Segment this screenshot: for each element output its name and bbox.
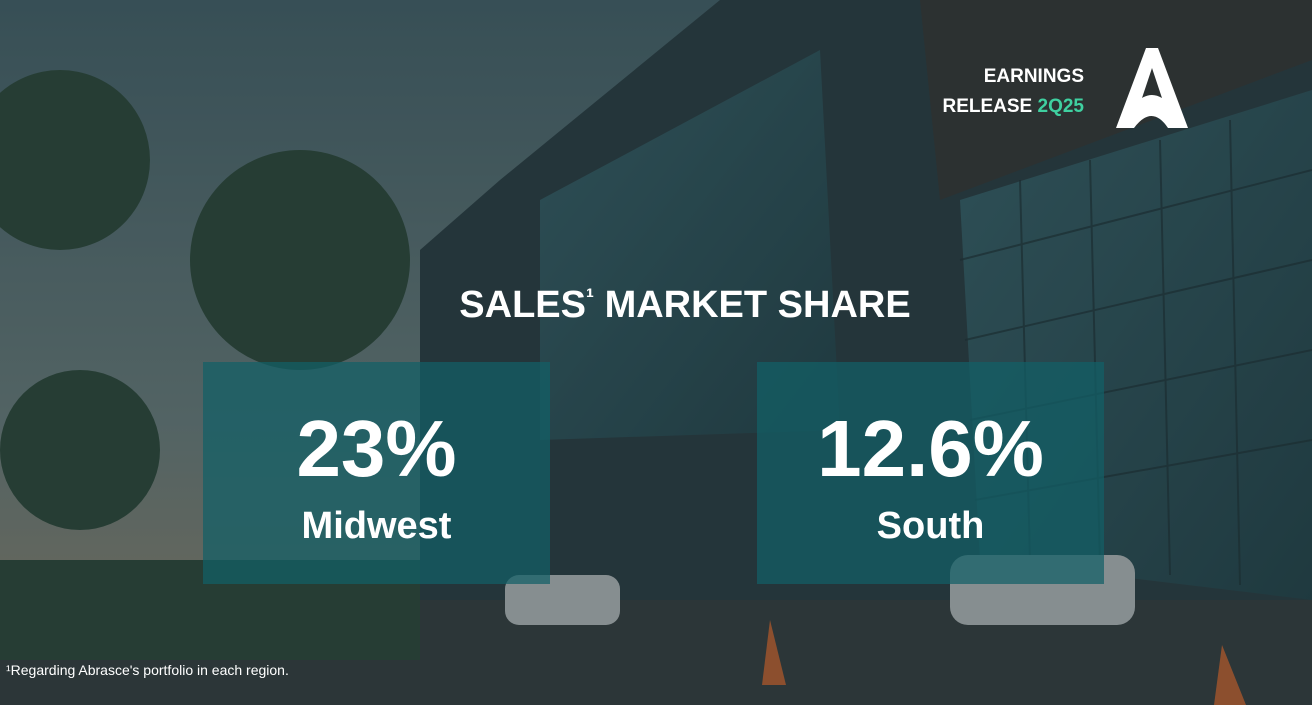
stat-value: 23% <box>296 404 457 493</box>
stat-card: 23% Midwest <box>203 362 550 584</box>
title: SALES¹ MARKET SHARE <box>0 284 1312 327</box>
edition: 2Q25 <box>1037 96 1084 117</box>
stat-region: Midwest <box>301 505 452 547</box>
header-text: RELEASE <box>942 96 1033 117</box>
header-line: EARNINGS <box>983 66 1084 87</box>
logo <box>1116 48 1188 128</box>
title-mark: ¹ <box>586 284 594 311</box>
footnote: ¹Regarding Abrasce's portfolio in each r… <box>6 662 289 678</box>
title-text: MARKET SHARE <box>604 284 911 326</box>
stat-value: 12.6% <box>817 404 1044 493</box>
stat-region: South <box>876 505 985 547</box>
header: EARNINGS RELEASE 2Q25 <box>942 62 1084 122</box>
stat-card: 12.6% South <box>757 362 1104 584</box>
header-line: RELEASE 2Q25 <box>942 92 1084 122</box>
title-text: SALES <box>459 284 586 326</box>
